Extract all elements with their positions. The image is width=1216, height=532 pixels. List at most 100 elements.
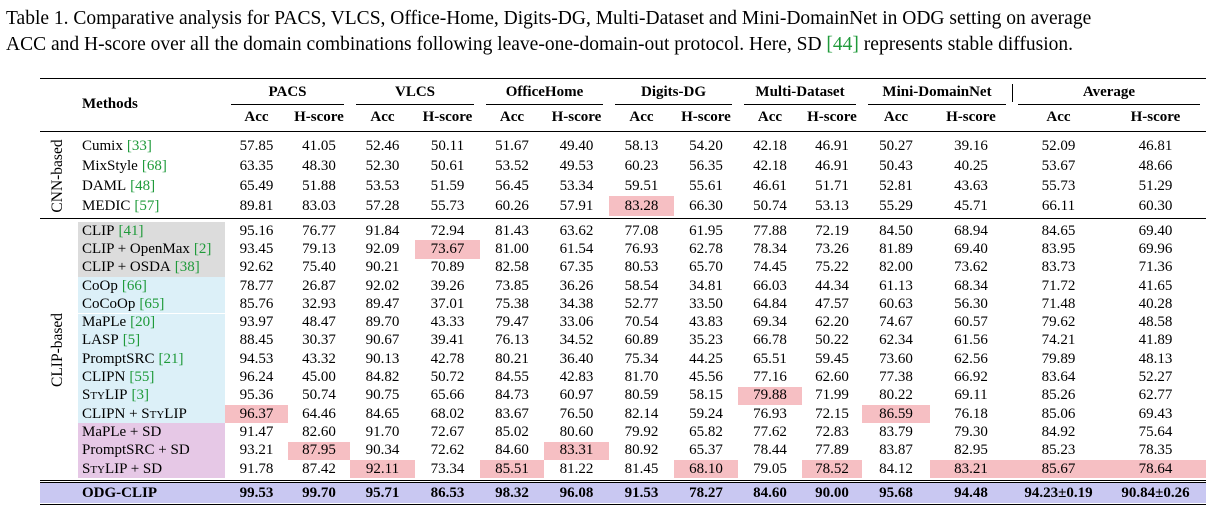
table-cell: 50.43 (879, 157, 913, 174)
table-cell: 50.74 (753, 197, 787, 214)
table-cell: 66.78 (753, 332, 787, 349)
table-cell: 50.72 (430, 369, 465, 386)
group-header: OfficeHome (505, 83, 584, 100)
table-cell: 45.71 (954, 197, 988, 214)
citation: [65] (139, 295, 165, 312)
column-header: Methods (82, 96, 138, 112)
table-cell: 91.70 (365, 423, 400, 440)
table-cell: 89.81 (239, 197, 274, 214)
group-header: Average (1082, 83, 1136, 100)
table-cell: 92.02 (365, 277, 400, 294)
row-background (78, 423, 225, 442)
caption-line: Table 1. Comparative analysis for PACS, … (6, 8, 1092, 29)
table-cell: 61.95 (689, 222, 723, 239)
table-cell: 71.99 (815, 387, 849, 404)
table-cell: 83.87 (879, 442, 913, 459)
row-background (78, 295, 225, 314)
table-cell: 96.37 (225, 405, 288, 424)
table-cell: 78.52 (802, 459, 862, 479)
table-cell: 39.26 (430, 277, 465, 294)
table-cell: 62.56 (954, 350, 988, 367)
table-cell: 32.93 (302, 295, 336, 312)
table-cell: 61.56 (954, 332, 988, 349)
table-cell: 53.53 (365, 177, 400, 194)
table-cell: 83.21 (930, 459, 1012, 479)
table-cell: 81.45 (624, 460, 659, 477)
table-cell: 77.62 (753, 423, 787, 440)
method-name: CLIP + OpenMax [2] (78, 240, 225, 258)
table-cell: 48.13 (1138, 350, 1173, 367)
table-cell: 83.79 (879, 423, 913, 440)
method-text: CLIPN + StyLIP (82, 405, 187, 422)
table-cell: 48.30 (302, 157, 336, 174)
table-cell: 50.74 (302, 387, 336, 404)
table-cell: 82.60 (302, 423, 336, 440)
table-cell: 92.62 (239, 259, 274, 276)
table-cell: 52.27 (1138, 369, 1173, 386)
table-cell: 79.62 (1041, 314, 1076, 331)
table-cell: 77.08 (624, 222, 659, 239)
table-cell: 78.27 (689, 484, 723, 501)
table-cell: 53.67 (1041, 157, 1076, 174)
table-cell: 82.95 (954, 442, 988, 459)
table-cell: 99.53 (239, 484, 274, 501)
table-cell: 59.45 (815, 350, 849, 367)
table-cell: 71.36 (1138, 259, 1173, 276)
citation: [33] (126, 137, 152, 154)
table-cell: 82.14 (624, 405, 659, 422)
table-cell: 71.72 (1041, 277, 1076, 294)
table-cell: 51.29 (1138, 177, 1173, 194)
table-cell: 52.46 (365, 137, 400, 154)
table-cell: 51.67 (495, 137, 529, 154)
table-cell: 56.45 (495, 177, 529, 194)
table-cell: 26.87 (302, 277, 336, 294)
table-cell: 60.57 (954, 314, 988, 331)
table-cell: 40.28 (1138, 295, 1173, 312)
table-cell: 42.83 (559, 369, 594, 386)
table-cell: 87.95 (288, 441, 350, 460)
sub-header: H-score (1130, 109, 1181, 125)
table-cell: 84.65 (1041, 222, 1076, 239)
table-cell: 72.62 (430, 442, 465, 459)
table-cell: 92.11 (350, 459, 415, 479)
table-cell: 34.81 (689, 277, 723, 294)
table-cell: 52.81 (879, 177, 913, 194)
table-cell: 73.62 (954, 259, 988, 276)
table-cell: 95.36 (239, 387, 274, 404)
table-cell: 79.89 (1041, 350, 1076, 367)
table-cell: 94.48 (954, 484, 988, 501)
row-background (78, 222, 225, 241)
table-cell: 65.49 (239, 177, 274, 194)
method-text: MaPLe (82, 314, 127, 331)
table-cell: 68.10 (674, 459, 738, 479)
table-cell: 53.13 (815, 197, 849, 214)
table-cell: 83.95 (1041, 240, 1076, 257)
method-text: MEDIC (82, 197, 131, 214)
table-cell: 47.57 (815, 295, 849, 312)
rule (744, 104, 856, 105)
method-text: Cumix (82, 137, 123, 154)
table-cell: 60.63 (879, 295, 913, 312)
table-cell: 79.30 (954, 423, 988, 440)
table-cell: 79.92 (624, 423, 659, 440)
method-text: CLIP (82, 222, 115, 239)
table-cell: 52.30 (365, 157, 400, 174)
table-cell: 53.34 (559, 177, 594, 194)
table-cell: 60.89 (624, 332, 659, 349)
method-name: MixStyle [68] (78, 156, 225, 176)
method-text: StyLIP + SD (82, 460, 163, 477)
table-cell: 60.23 (624, 157, 659, 174)
rule (40, 479, 1206, 481)
caption-line: ACC and H-score over all the domain comb… (6, 34, 1073, 56)
table-cell: 46.81 (1138, 137, 1173, 154)
table-cell: 85.23 (1041, 442, 1076, 459)
table-cell: 61.13 (879, 277, 913, 294)
table-cell: 76.18 (954, 405, 988, 422)
table-cell: 65.70 (689, 259, 723, 276)
table-cell: 81.70 (624, 369, 659, 386)
table-cell: 63.35 (239, 157, 274, 174)
table-cell: 90.13 (365, 350, 400, 367)
table-cell: 96.24 (239, 369, 274, 386)
table-cell: 78.34 (753, 240, 787, 257)
rule (615, 104, 732, 105)
